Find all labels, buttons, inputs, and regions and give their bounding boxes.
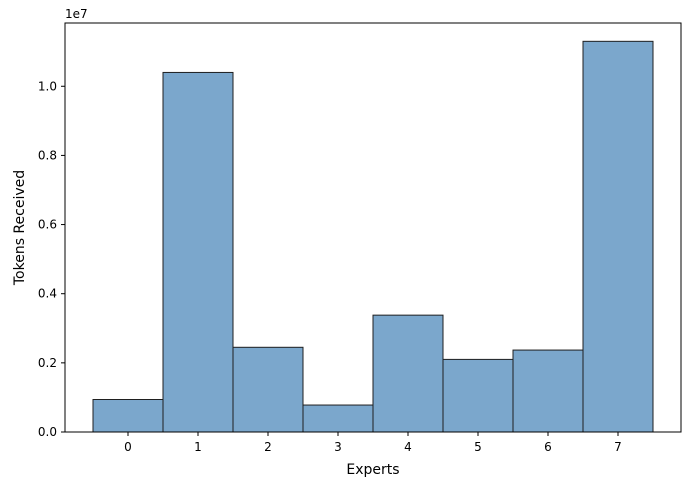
bar-expert-0 [92, 399, 164, 433]
y-tick-label: 0.0 [38, 425, 57, 439]
y-tick-label: 0.8 [38, 148, 57, 162]
x-tick-label: 4 [404, 440, 412, 454]
x-tick-label: 2 [264, 440, 272, 454]
x-tick-label: 0 [124, 440, 132, 454]
y-axis-label: Tokens Received [12, 170, 28, 286]
y-tick-label: 0.6 [38, 218, 57, 232]
bar-expert-1 [162, 71, 234, 433]
y-tick-label: 0.2 [38, 356, 57, 370]
bar-expert-5 [442, 358, 514, 433]
y-tick-label: 1.0 [38, 79, 57, 93]
x-ticks-group: 0 1 2 3 4 5 6 7 [124, 432, 622, 454]
x-tick-label: 3 [334, 440, 342, 454]
y-tick-label: 0.4 [38, 287, 57, 301]
bars-group [92, 40, 654, 433]
y-ticks-group: 0.0 0.2 0.4 0.6 0.8 1.0 [38, 79, 65, 439]
bar-expert-3 [302, 404, 374, 433]
bar-expert-7 [582, 40, 654, 433]
bar-expert-4 [372, 314, 444, 433]
bar-expert-6 [512, 349, 584, 433]
x-tick-label: 7 [614, 440, 622, 454]
x-tick-label: 6 [544, 440, 552, 454]
x-axis-label: Experts [346, 462, 399, 478]
x-tick-label: 5 [474, 440, 482, 454]
bar-expert-2 [232, 346, 304, 433]
plot-frame [64, 22, 682, 433]
x-tick-label: 1 [194, 440, 202, 454]
y-scale-label: 1e7 [65, 7, 88, 21]
